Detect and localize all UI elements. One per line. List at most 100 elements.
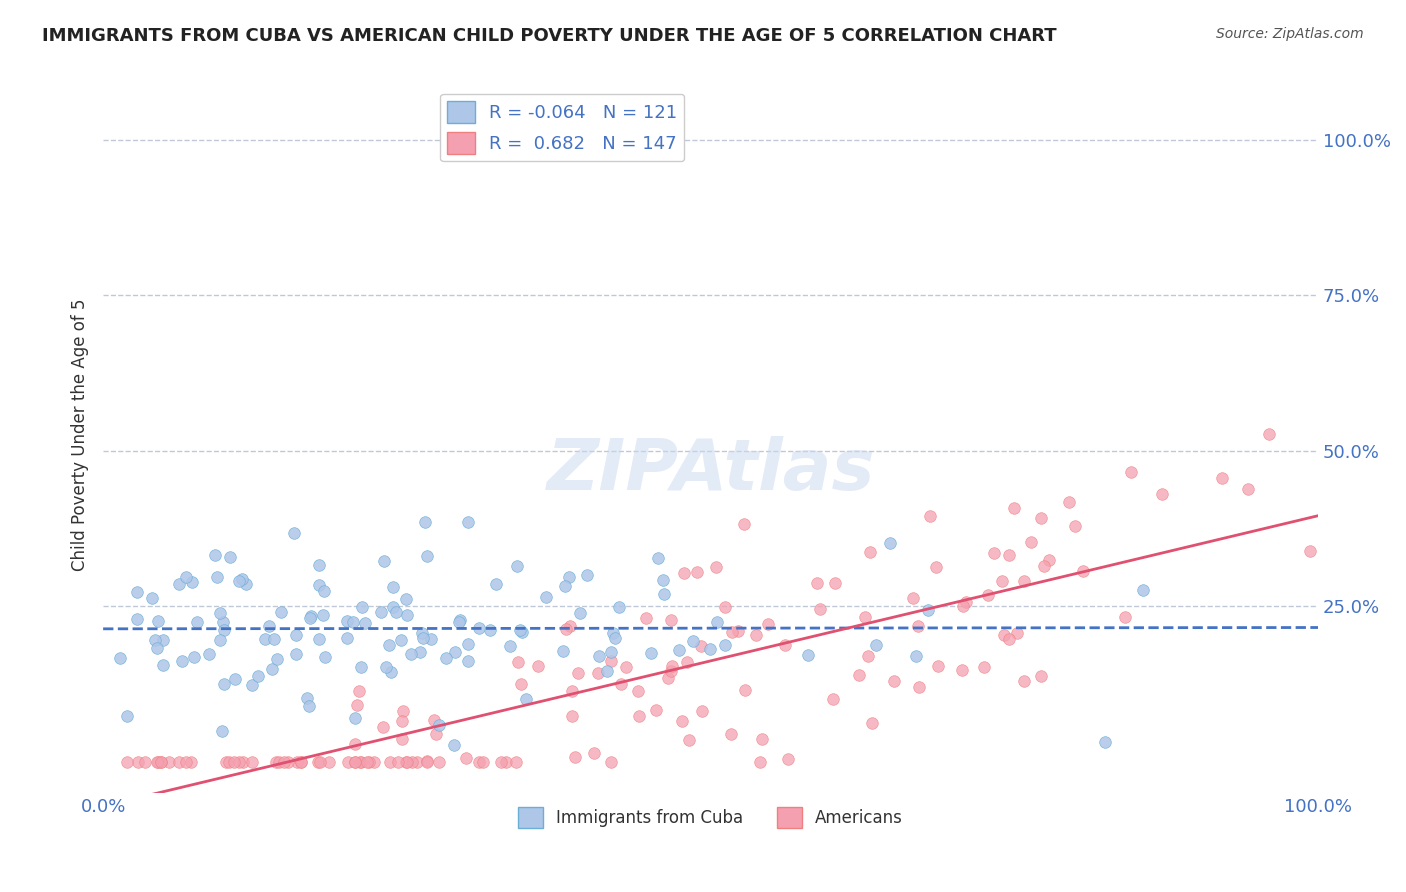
Point	[385, 605, 408, 619]
Point	[558, 570, 581, 584]
Point	[387, 755, 409, 769]
Point	[853, 609, 876, 624]
Point	[127, 612, 149, 626]
Point	[1211, 470, 1233, 484]
Point	[734, 682, 756, 697]
Point	[180, 574, 202, 589]
Point	[212, 615, 235, 630]
Point	[823, 692, 845, 706]
Point	[457, 654, 479, 668]
Point	[599, 644, 621, 658]
Point	[412, 632, 434, 646]
Point	[212, 677, 235, 691]
Point	[152, 633, 174, 648]
Point	[561, 684, 583, 698]
Point	[208, 606, 231, 620]
Point	[198, 647, 221, 661]
Point	[600, 654, 623, 668]
Point	[955, 595, 977, 609]
Point	[575, 568, 598, 582]
Point	[952, 599, 974, 613]
Point	[149, 755, 172, 769]
Point	[235, 577, 257, 591]
Point	[879, 536, 901, 550]
Point	[908, 680, 931, 694]
Point	[1057, 495, 1080, 509]
Point	[174, 570, 197, 584]
Point	[167, 755, 190, 769]
Point	[553, 644, 575, 658]
Point	[149, 755, 172, 769]
Point	[1005, 626, 1028, 640]
Point	[721, 625, 744, 640]
Point	[308, 632, 330, 646]
Point	[270, 606, 292, 620]
Point	[295, 691, 318, 706]
Point	[207, 570, 229, 584]
Point	[416, 754, 439, 768]
Point	[247, 669, 270, 683]
Point	[806, 576, 828, 591]
Point	[651, 573, 673, 587]
Point	[510, 677, 533, 691]
Point	[218, 755, 240, 769]
Point	[141, 591, 163, 606]
Point	[457, 515, 479, 529]
Point	[263, 632, 285, 647]
Point	[973, 660, 995, 674]
Point	[262, 662, 284, 676]
Point	[907, 618, 929, 632]
Point	[924, 559, 946, 574]
Point	[610, 676, 633, 690]
Point	[776, 752, 799, 766]
Point	[560, 618, 582, 632]
Point	[357, 755, 380, 769]
Point	[148, 614, 170, 628]
Point	[350, 755, 373, 769]
Point	[167, 577, 190, 591]
Point	[568, 606, 591, 620]
Point	[232, 755, 254, 769]
Point	[378, 755, 401, 769]
Point	[647, 551, 669, 566]
Text: IMMIGRANTS FROM CUBA VS AMERICAN CHILD POVERTY UNDER THE AGE OF 5 CORRELATION CH: IMMIGRANTS FROM CUBA VS AMERICAN CHILD P…	[42, 27, 1057, 45]
Point	[457, 638, 479, 652]
Point	[564, 749, 586, 764]
Point	[1094, 735, 1116, 749]
Point	[395, 592, 418, 607]
Point	[444, 645, 467, 659]
Point	[240, 678, 263, 692]
Point	[628, 708, 651, 723]
Point	[143, 632, 166, 647]
Point	[307, 755, 329, 769]
Point	[318, 755, 340, 769]
Point	[389, 633, 412, 648]
Point	[183, 649, 205, 664]
Point	[308, 755, 330, 769]
Point	[536, 590, 558, 604]
Point	[1071, 564, 1094, 578]
Point	[427, 755, 450, 769]
Point	[266, 651, 288, 665]
Point	[993, 628, 1015, 642]
Point	[659, 613, 682, 627]
Point	[927, 659, 949, 673]
Point	[505, 558, 527, 573]
Point	[343, 755, 366, 769]
Point	[859, 544, 882, 558]
Point	[671, 714, 693, 729]
Point	[343, 711, 366, 725]
Point	[699, 642, 721, 657]
Point	[596, 665, 619, 679]
Point	[343, 737, 366, 751]
Point	[668, 643, 690, 657]
Point	[582, 746, 605, 760]
Point	[515, 692, 537, 706]
Point	[714, 638, 737, 652]
Point	[298, 610, 321, 624]
Point	[264, 755, 287, 769]
Point	[950, 663, 973, 677]
Point	[567, 666, 589, 681]
Point	[733, 516, 755, 531]
Point	[314, 650, 336, 665]
